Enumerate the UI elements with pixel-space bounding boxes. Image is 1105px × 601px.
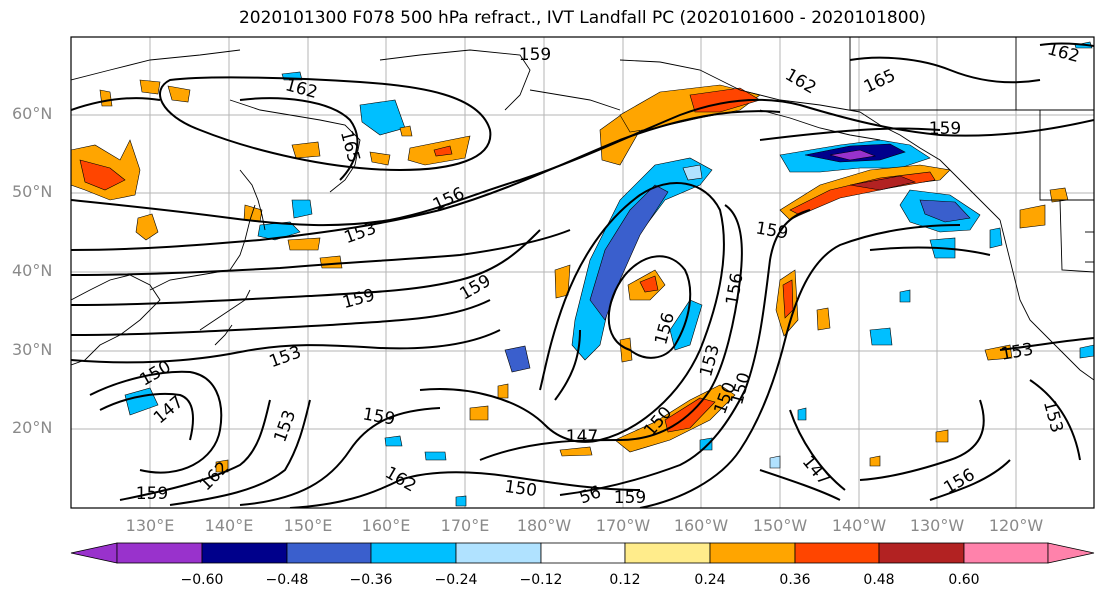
coastlines [71, 37, 1094, 381]
lon-label: 160°E [361, 516, 411, 535]
colorbar-tick-label: −0.24 [434, 572, 478, 588]
map-title: 2020101300 F078 500 hPa refract., IVT La… [238, 8, 926, 28]
lon-label: 130°W [909, 516, 965, 535]
colorbar-max-extension [1047, 542, 1095, 564]
contour-label: 159 [614, 488, 646, 508]
contour-label: 159 [929, 119, 961, 139]
contour-label: 159 [519, 45, 551, 65]
lon-label: 140°E [204, 516, 254, 535]
shaded-field [71, 41, 1094, 507]
colorbar-tick-label: −0.36 [349, 572, 393, 588]
colorbar-tick-label: 0.36 [779, 572, 811, 588]
colorbar-tick-label: 0.24 [694, 572, 726, 588]
contour-label: 150 [503, 477, 538, 501]
lon-label: 150°W [752, 516, 808, 535]
lat-label: 30°N [12, 340, 53, 359]
lon-label: 160°W [673, 516, 729, 535]
lon-label: 170°W [595, 516, 651, 535]
contour-label: 147 [566, 427, 598, 447]
lat-label: 40°N [12, 261, 53, 280]
lat-label: 60°N [12, 104, 53, 123]
contour-lines [71, 42, 1094, 508]
map-border [70, 36, 1095, 509]
lat-label: 50°N [12, 182, 53, 201]
lon-label: 130°E [125, 516, 175, 535]
colorbar-tick-label: −0.48 [265, 572, 309, 588]
lon-label: 180°W [516, 516, 572, 535]
colorbar-min-extension [70, 542, 118, 564]
lon-label: 120°W [988, 516, 1044, 535]
colorbar-tick-label: 0.48 [863, 572, 895, 588]
colorbar-tick-label: −0.60 [180, 572, 224, 588]
lon-label: 150°E [283, 516, 333, 535]
lon-label: 140°W [831, 516, 887, 535]
colorbar [70, 542, 1095, 564]
colorbar-tick-label: −0.12 [519, 572, 563, 588]
contour-label: 159 [136, 484, 168, 504]
lat-label: 20°N [12, 418, 53, 437]
lon-label: 170°E [440, 516, 490, 535]
colorbar-tick-label: 0.60 [948, 572, 980, 588]
colorbar-tick-label: 0.12 [609, 572, 641, 588]
